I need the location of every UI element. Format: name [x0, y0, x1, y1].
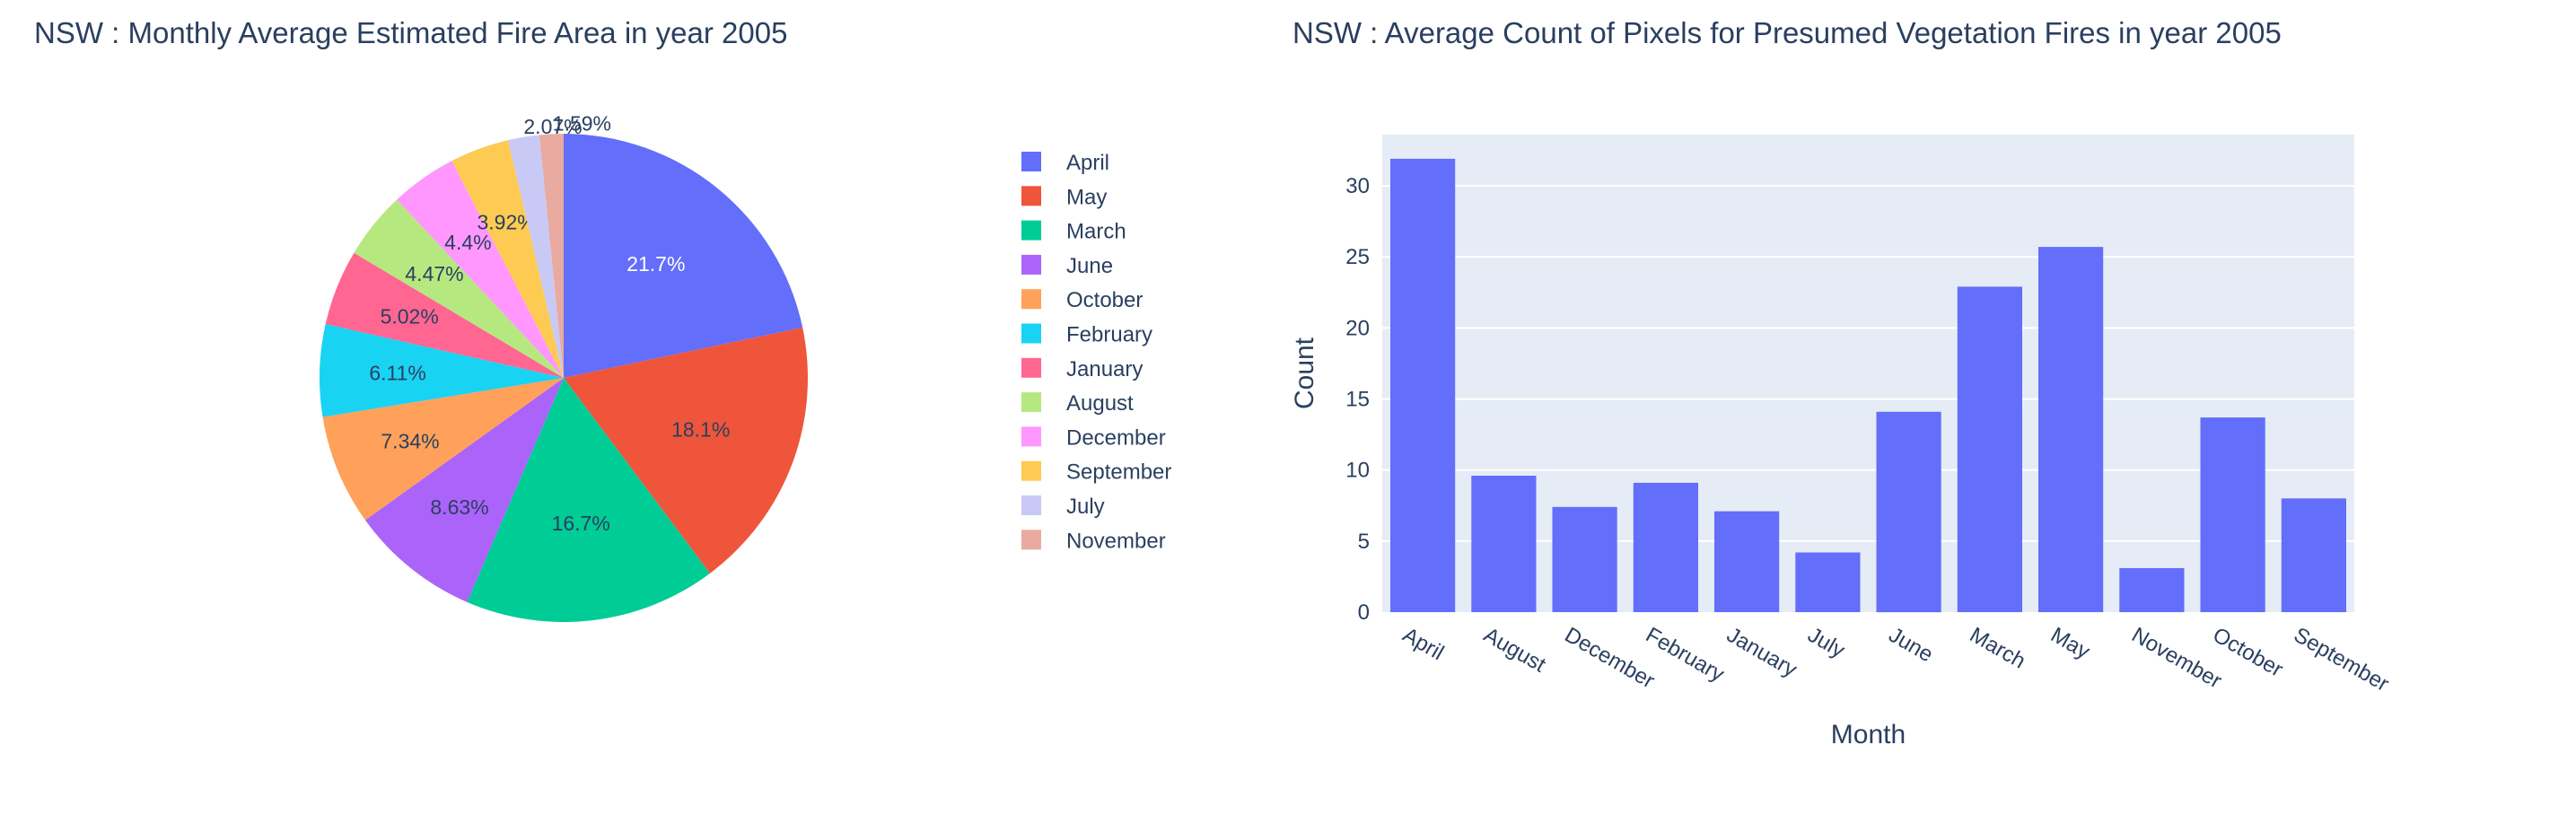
legend-label-april: April	[1066, 151, 1109, 175]
pie-slice-march[interactable]	[467, 378, 710, 622]
pie-slice-september[interactable]	[451, 140, 564, 378]
pie-slice-label-june: 8.63%	[430, 495, 488, 519]
x-tick-label-november: November	[2127, 623, 2225, 694]
legend-swatch-may	[1021, 186, 1041, 206]
y-tick-label-30: 30	[1345, 174, 1370, 198]
legend-swatch-december	[1021, 426, 1041, 447]
y-axis-title: Count	[1290, 337, 1319, 409]
pie-slice-december[interactable]	[397, 161, 564, 378]
pie-slice-april[interactable]	[564, 134, 803, 378]
legend-label-march: March	[1066, 220, 1126, 244]
legend-item-january[interactable]: January	[1021, 357, 1143, 381]
legend-swatch-october	[1021, 289, 1041, 310]
bar-september[interactable]	[2281, 498, 2346, 612]
y-tick-label-5: 5	[1358, 530, 1370, 554]
legend-label-june: June	[1066, 254, 1113, 278]
x-tick-label-april: April	[1398, 623, 1448, 665]
pie-slice-october[interactable]	[322, 378, 564, 521]
bar-march[interactable]	[1957, 286, 2022, 612]
legend-swatch-april	[1021, 152, 1041, 171]
legend-swatch-june	[1021, 254, 1041, 275]
x-tick-label-july: July	[1803, 623, 1848, 663]
legend-item-july[interactable]: July	[1021, 495, 1105, 519]
bar-may[interactable]	[2038, 247, 2104, 612]
x-tick-label-august: August	[1479, 623, 1549, 678]
legend-label-february: February	[1066, 323, 1152, 347]
legend-swatch-february	[1021, 323, 1041, 344]
legend-label-august: August	[1066, 391, 1134, 416]
y-tick-label-15: 15	[1345, 388, 1370, 412]
pie-slice-label-january: 5.02%	[381, 304, 439, 328]
pie-slice-august[interactable]	[354, 199, 564, 378]
pie-slice-label-october: 7.34%	[381, 430, 439, 453]
pie-chart: 21.7% 18.1% 16.7% 8.63% 7.34% 6.11% 5.02% 4.47%…	[319, 111, 809, 622]
legend-item-august[interactable]: August	[1021, 391, 1134, 416]
legend-item-march[interactable]: March	[1021, 220, 1126, 244]
pie-slice-june[interactable]	[364, 378, 564, 602]
legend-label-may: May	[1066, 185, 1107, 209]
y-tick-label-10: 10	[1345, 459, 1370, 483]
pie-chart-title: NSW : Monthly Average Estimated Fire Are…	[34, 16, 788, 49]
legend-label-december: December	[1066, 425, 1166, 450]
legend-swatch-august	[1021, 392, 1041, 413]
y-tick-label-20: 20	[1345, 316, 1370, 340]
x-axis-title: Month	[1831, 720, 1906, 749]
pie-slice-label-august: 4.47%	[405, 262, 463, 285]
x-tick-label-march: March	[1966, 623, 2029, 674]
pie-slice-label-april: 21.7%	[626, 252, 685, 276]
legend-swatch-march	[1021, 220, 1041, 241]
bar-june[interactable]	[1876, 411, 1941, 613]
legend-label-october: October	[1066, 288, 1143, 312]
legend-swatch-november	[1021, 530, 1041, 550]
pie-slice-label-march: 16.7%	[552, 512, 610, 535]
bar-february[interactable]	[1633, 482, 1698, 612]
x-tick-label-june: June	[1885, 623, 1938, 667]
x-tick-label-may: May	[2046, 623, 2094, 664]
y-tick-label-0: 0	[1358, 600, 1370, 625]
pie-slice-july[interactable]	[508, 135, 564, 378]
x-tick-label-january: January	[1722, 623, 1801, 682]
pie-slice-label-december: 4.4%	[444, 231, 491, 254]
pie-slice-february[interactable]	[319, 323, 564, 417]
legend-item-june[interactable]: June	[1021, 254, 1113, 278]
y-tick-label-25: 25	[1345, 245, 1370, 269]
bar-november[interactable]	[2119, 567, 2185, 612]
bar-april[interactable]	[1390, 158, 1456, 612]
x-tick-label-september: September	[2290, 623, 2393, 697]
pie-legend: April May March June October February January A…	[1021, 151, 1171, 553]
pie-slice-label-may: 18.1%	[671, 418, 730, 442]
legend-item-may[interactable]: May	[1021, 185, 1107, 209]
bar-december[interactable]	[1552, 506, 1617, 612]
bar-october[interactable]	[2200, 417, 2265, 612]
legend-item-february[interactable]: February	[1021, 323, 1152, 347]
pie-slice-label-november: 1.59%	[553, 111, 611, 135]
bar-chart-title: NSW : Average Count of Pixels for Presum…	[1292, 16, 2282, 49]
legend-swatch-july	[1021, 495, 1041, 515]
pie-slice-label-february: 6.11%	[369, 361, 426, 384]
legend-label-july: July	[1066, 495, 1105, 519]
bar-july[interactable]	[1795, 552, 1861, 613]
pie-slice-january[interactable]	[325, 252, 564, 378]
legend-swatch-september	[1021, 460, 1041, 481]
legend-item-december[interactable]: December	[1021, 425, 1166, 450]
bar-plot-area	[1382, 135, 2354, 612]
pie-slice-may[interactable]	[564, 327, 809, 574]
legend-item-september[interactable]: September	[1021, 460, 1171, 485]
legend-label-september: September	[1066, 460, 1171, 485]
legend-swatch-january	[1021, 357, 1041, 378]
legend-item-november[interactable]: November	[1021, 529, 1166, 553]
bar-january[interactable]	[1714, 511, 1780, 612]
legend-label-january: January	[1066, 357, 1143, 381]
legend-item-april[interactable]: April	[1021, 151, 1109, 175]
bar-august[interactable]	[1471, 476, 1537, 612]
x-tick-label-december: December	[1561, 623, 1659, 694]
legend-label-november: November	[1066, 529, 1166, 553]
legend-item-october[interactable]: October	[1021, 288, 1143, 312]
pie-slice-november[interactable]	[539, 134, 564, 378]
